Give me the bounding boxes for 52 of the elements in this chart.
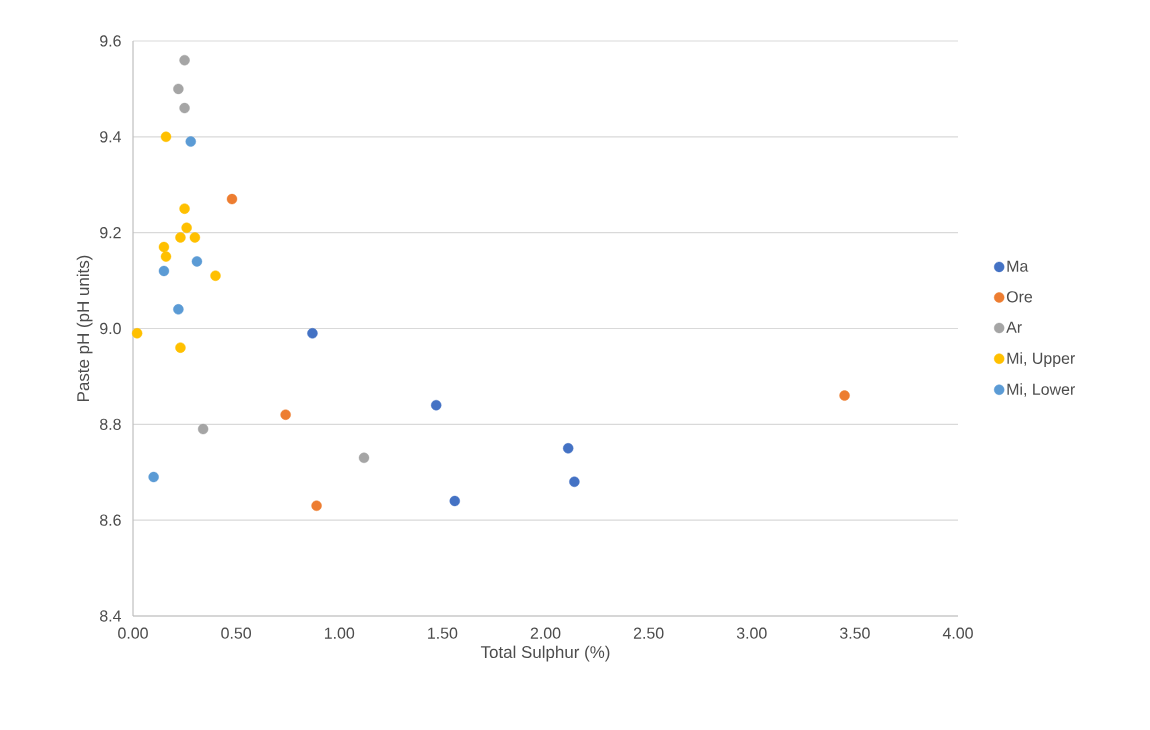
x-tick-label: 1.50 <box>428 627 458 639</box>
point <box>210 270 221 281</box>
point <box>226 193 238 205</box>
y-axis-title: Paste pH (pH units) <box>76 255 93 401</box>
x-tick-label: 3.50 <box>839 627 870 639</box>
point <box>173 304 184 315</box>
point <box>449 495 460 507</box>
point <box>431 399 442 411</box>
y-tick-label: 8.8 <box>100 418 121 430</box>
point <box>175 232 186 243</box>
point <box>179 203 190 214</box>
point <box>175 342 186 353</box>
x-tick-label: 2.00 <box>530 627 561 639</box>
point <box>280 409 291 420</box>
point <box>311 500 322 511</box>
y-tick-label: 8.6 <box>100 514 121 526</box>
point <box>158 265 170 277</box>
x-tick-label: 0.00 <box>118 627 148 639</box>
point <box>569 476 580 488</box>
point <box>358 452 370 464</box>
y-tick-label: 9.6 <box>100 35 121 47</box>
y-tick-label: 9.0 <box>100 322 121 335</box>
x-axis-title: Total Sulphur (%) <box>480 645 610 662</box>
point <box>189 232 201 243</box>
point <box>131 328 143 339</box>
point <box>173 83 184 95</box>
point <box>197 423 209 435</box>
legend-label: Mi, Lower <box>1007 383 1075 397</box>
point <box>160 251 172 262</box>
point <box>191 256 203 267</box>
point <box>179 102 190 114</box>
point <box>158 241 170 253</box>
point <box>839 390 850 401</box>
point <box>307 328 318 339</box>
point <box>563 443 574 454</box>
legend-label: Ar <box>1006 321 1022 333</box>
x-tick-label: 1.00 <box>324 627 355 639</box>
y-tick-label: 9.2 <box>100 227 121 239</box>
point <box>179 54 190 66</box>
legend-label: Mi, Upper <box>1007 352 1075 368</box>
x-tick-label: 4.00 <box>942 627 973 639</box>
point <box>148 471 159 483</box>
legend-label: Ma <box>1007 260 1029 272</box>
point <box>185 136 196 147</box>
x-tick-label: 0.50 <box>221 627 252 639</box>
point <box>181 222 192 234</box>
x-tick-label: 2.50 <box>633 627 664 639</box>
x-tick-label: 3.00 <box>736 627 767 639</box>
y-tick-label: 8.4 <box>100 610 122 622</box>
legend-label: Ore <box>1006 291 1033 303</box>
y-tick-label: 9.4 <box>100 131 122 143</box>
point <box>160 131 172 143</box>
